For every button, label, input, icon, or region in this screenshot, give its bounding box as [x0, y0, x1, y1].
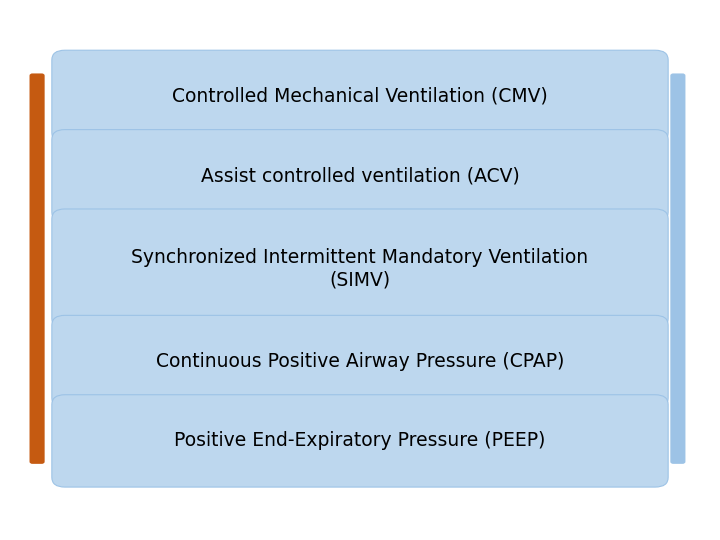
Text: Assist controlled ventilation (ACV): Assist controlled ventilation (ACV) [201, 166, 519, 185]
FancyBboxPatch shape [52, 209, 668, 328]
FancyBboxPatch shape [30, 73, 45, 464]
FancyBboxPatch shape [670, 73, 685, 464]
Text: Positive End-Expiratory Pressure (PEEP): Positive End-Expiratory Pressure (PEEP) [174, 431, 546, 450]
Text: Controlled Mechanical Ventilation (CMV): Controlled Mechanical Ventilation (CMV) [172, 87, 548, 106]
FancyBboxPatch shape [52, 50, 668, 143]
FancyBboxPatch shape [52, 130, 668, 222]
FancyBboxPatch shape [52, 315, 668, 408]
Text: Continuous Positive Airway Pressure (CPAP): Continuous Positive Airway Pressure (CPA… [156, 352, 564, 371]
Text: Synchronized Intermittent Mandatory Ventilation
(SIMV): Synchronized Intermittent Mandatory Vent… [132, 248, 588, 289]
FancyBboxPatch shape [52, 395, 668, 487]
